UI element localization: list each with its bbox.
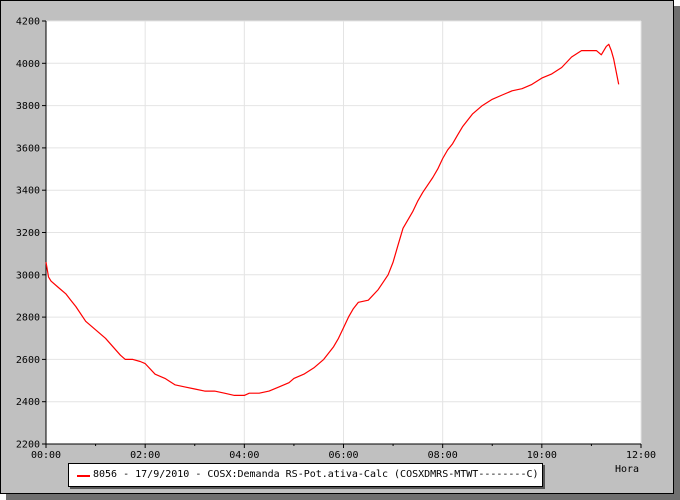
y-tick-label: 2800 xyxy=(16,313,40,324)
x-tick-label: 00:00 xyxy=(31,450,61,461)
y-tick-label: 3600 xyxy=(16,143,40,154)
y-tick-label: 2200 xyxy=(16,440,40,451)
y-tick-label: 3400 xyxy=(16,186,40,197)
grid xyxy=(45,20,642,445)
legend: 8056 - 17/9/2010 - COSX:Demanda RS-Pot.a… xyxy=(68,463,543,487)
y-tick-label: 4000 xyxy=(16,59,40,70)
x-axis-title: Hora xyxy=(615,464,639,475)
y-tick-label: 3800 xyxy=(16,101,40,112)
x-tick-label: 08:00 xyxy=(428,450,458,461)
y-tick-label: 4200 xyxy=(16,17,40,28)
series-layer xyxy=(45,43,620,396)
x-tick-label: 04:00 xyxy=(229,450,259,461)
x-tick-label: 10:00 xyxy=(527,450,557,461)
tick-labels: 2200 2400 2600 2800 3000 3200 3400 3600 3800 4000… xyxy=(16,17,656,462)
x-tick-label: 02:00 xyxy=(130,450,160,461)
x-tick-label: 06:00 xyxy=(328,450,358,461)
series-line xyxy=(45,43,620,396)
x-tick-label: 12:00 xyxy=(626,450,656,461)
y-tick-label: 2600 xyxy=(16,355,40,366)
y-tick-label: 3000 xyxy=(16,270,40,281)
y-tick-label: 3200 xyxy=(16,228,40,239)
legend-swatch xyxy=(77,475,90,477)
legend-label: 8056 - 17/9/2010 - COSX:Demanda RS-Pot.a… xyxy=(93,469,539,480)
axes xyxy=(42,20,642,448)
y-tick-label: 2400 xyxy=(16,397,40,408)
